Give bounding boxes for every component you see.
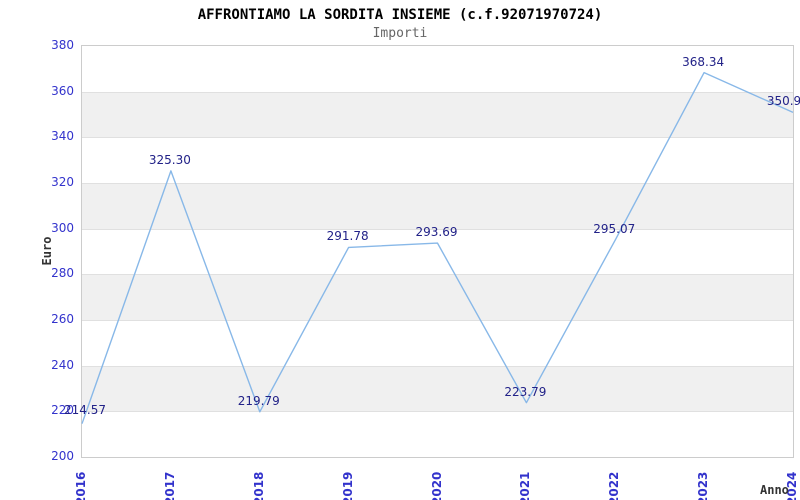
gridline [82, 274, 793, 275]
gridline [82, 366, 793, 367]
data-point-label: 291.78 [326, 229, 369, 244]
gridline [82, 411, 793, 412]
line-series [81, 71, 794, 424]
y-tick-label: 260 [51, 312, 74, 326]
x-axis-title: Anno [760, 483, 789, 497]
background-band [82, 274, 793, 320]
x-tick-label: 2018 [252, 471, 266, 500]
y-tick-label: 340 [51, 129, 74, 143]
y-tick-label: 280 [51, 266, 74, 280]
gridline [82, 137, 793, 138]
gridline [82, 229, 793, 230]
x-tick-label: 2020 [430, 471, 444, 500]
y-tick-label: 320 [51, 175, 74, 189]
y-tick-label: 240 [51, 358, 74, 372]
y-tick-label: 200 [51, 449, 74, 463]
line-series-svg [81, 71, 794, 424]
chart-plot-area [81, 45, 794, 458]
y-tick-label: 300 [51, 221, 74, 235]
x-tick-label: 2023 [696, 471, 710, 500]
y-tick-label: 360 [51, 84, 74, 98]
y-axis-title: Euro [40, 236, 54, 266]
x-tick-label: 2017 [163, 471, 177, 500]
gridline [82, 92, 793, 93]
data-point-label: 368.34 [682, 54, 725, 69]
data-point-label: 350.9 [766, 94, 800, 109]
gridline [82, 320, 793, 321]
data-point-label: 325.30 [148, 152, 191, 167]
data-point-label: 223.79 [504, 384, 547, 399]
background-band [82, 365, 793, 412]
data-point-label: 219.79 [237, 393, 280, 408]
data-point-label: 295.07 [593, 221, 636, 236]
data-point-label: 214.57 [64, 402, 106, 417]
x-tick-label: 2016 [74, 471, 88, 500]
data-point-label: 293.69 [415, 225, 458, 240]
x-tick-label: 2019 [341, 471, 355, 500]
gridline [82, 183, 793, 184]
background-band [82, 183, 793, 229]
y-tick-label: 380 [51, 38, 74, 52]
y-tick-label: 220 [51, 403, 74, 417]
chart-subtitle: Importi [372, 26, 428, 41]
x-tick-label: 2021 [518, 471, 532, 500]
x-tick-label: 2022 [607, 471, 621, 500]
chart-title: AFFRONTIAMO LA SORDITA INSIEME (c.f.9207… [197, 7, 603, 23]
